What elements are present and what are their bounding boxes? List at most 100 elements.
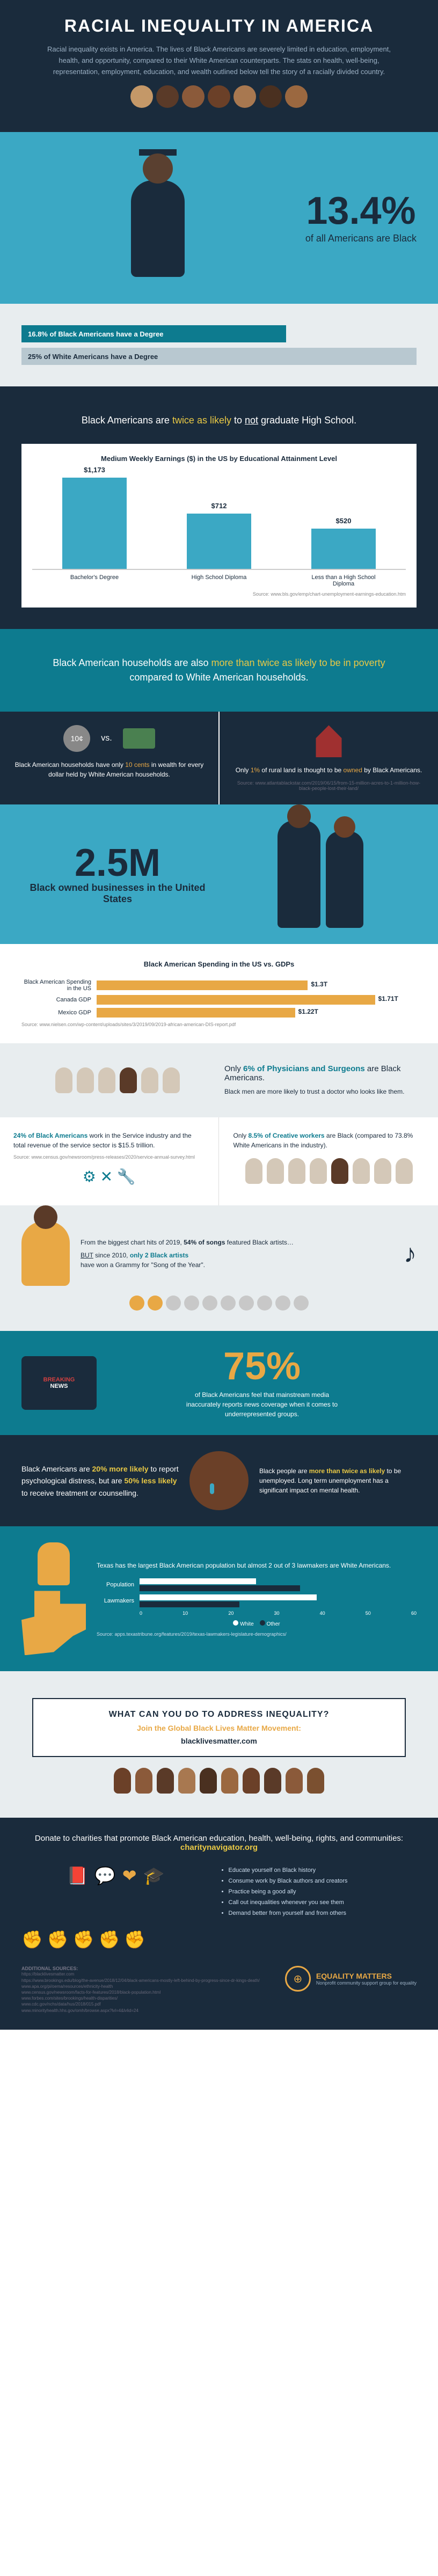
texas-row: Lawmakers [97, 1594, 417, 1607]
brand-tagline: Nonprofit community support group for eq… [316, 1980, 417, 1986]
barn-icon [308, 725, 351, 757]
spending-source: Source: www.nielsen.com/wp-content/uploa… [21, 1022, 417, 1027]
service-icons: ⚙ ✕ 🔧 [13, 1168, 205, 1185]
spending-title: Black American Spending in the US vs. GD… [21, 960, 417, 968]
land-source: Source: www.atlantablackstar.com/2019/06… [233, 780, 425, 791]
page-title: RACIAL INEQUALITY IN AMERICA [21, 16, 417, 36]
media-section: BREAKINGNEWS 75% of Black Americans feel… [0, 1331, 438, 1435]
earnings-source: Source: www.bls.gov/emp/chart-unemployme… [32, 591, 406, 597]
degree-section: 16.8% of Black Americans have a Degree 2… [0, 304, 438, 386]
unemp-text: Black people are more than twice as like… [259, 1466, 417, 1495]
doctors-sub: Black men are more likely to trust a doc… [224, 1087, 417, 1096]
donate-bullet: Demand better from yourself and from oth… [229, 1908, 417, 1919]
dollar-icon [123, 728, 155, 749]
header-section: RACIAL INEQUALITY IN AMERICA Racial ineq… [0, 0, 438, 132]
brand-name: EQUALITY MATTERS [316, 1972, 417, 1980]
music-line2: BUT since 2010, only 2 Black artists hav… [81, 1250, 393, 1270]
texas-text: Texas has the largest Black American pop… [97, 1561, 417, 1570]
biz-sub: Black owned businesses in the United Sta… [21, 882, 214, 905]
creative-icons [233, 1158, 425, 1184]
music-line1: From the biggest chart hits of 2019, 54%… [81, 1238, 393, 1247]
service-source: Source: www.census.gov/newsroom/press-re… [13, 1154, 205, 1160]
texas-chart: Population Lawmakers [97, 1578, 417, 1607]
spending-section: Black American Spending in the US vs. GD… [0, 944, 438, 1043]
poverty-section: Black American households are also more … [0, 629, 438, 712]
doctors-text: Only 6% of Physicians and Surgeons are B… [224, 1064, 417, 1082]
donate-bullet: Consume work by Black authors and creato… [229, 1876, 417, 1887]
sources-list: https://blacklivesmatter.com https://www… [21, 1971, 274, 2013]
coin-icon: 10¢ [63, 725, 90, 752]
sources-label: ADDITIONAL SOURCES: [21, 1966, 274, 1971]
earnings-chart: Medium Weekly Earnings ($) in the US by … [21, 444, 417, 608]
donate-icons: 📕💬❤🎓 [21, 1865, 210, 1886]
texas-legend: White Other [97, 1620, 417, 1627]
cta-title: WHAT CAN YOU DO TO ADDRESS INEQUALITY? [44, 1710, 394, 1719]
graduate-icon [120, 148, 195, 288]
biz-section: 2.5M Black owned businesses in the Unite… [0, 804, 438, 944]
footer-logo: ⊕ EQUALITY MATTERS Nonprofit community s… [285, 1966, 417, 1992]
donate-bullets: Educate yourself on Black historyConsume… [221, 1865, 417, 1919]
earnings-bar: $520 [311, 529, 376, 569]
service-creative-row: 24% of Black Americans work in the Servi… [0, 1117, 438, 1205]
population-section: 13.4% of all Americans are Black [0, 132, 438, 304]
media-stat: 75% [107, 1347, 417, 1386]
pop-sub: of all Americans are Black [305, 233, 417, 244]
cta-box: WHAT CAN YOU DO TO ADDRESS INEQUALITY? J… [32, 1698, 406, 1757]
mental-text: Black Americans are 20% more likely to r… [21, 1463, 179, 1499]
doctors-section: Only 6% of Physicians and Surgeons are B… [0, 1043, 438, 1117]
music-section: From the biggest chart hits of 2019, 54%… [0, 1205, 438, 1331]
biz-stat: 2.5M [21, 844, 214, 882]
cta-section: WHAT CAN YOU DO TO ADDRESS INEQUALITY? J… [0, 1671, 438, 1818]
highschool-section: Black Americans are twice as likely to n… [0, 386, 438, 629]
wealth-land-row: 10¢ vs. Black American households have o… [0, 712, 438, 804]
spending-row: Canada GDP$1.71T [21, 995, 417, 1005]
service-text: 24% of Black Americans work in the Servi… [13, 1131, 205, 1150]
degree-bar-white: 25% of White Americans have a Degree [21, 348, 417, 365]
pop-stat: 13.4% [305, 192, 417, 230]
wealth-text: Black American households have only 10 c… [13, 760, 205, 779]
spending-row: Black American Spending in the US$1.3T [21, 979, 417, 992]
fists-row: ✊✊✊✊✊ [21, 1929, 417, 1950]
donate-bullet: Educate yourself on Black history [229, 1865, 417, 1876]
vs-text: vs. [101, 734, 112, 743]
earnings-title: Medium Weekly Earnings ($) in the US by … [32, 455, 406, 463]
note-icon: ♪ [404, 1239, 417, 1269]
texas-row: Population [97, 1578, 417, 1591]
degree-bar-black: 16.8% of Black Americans have a Degree [21, 325, 286, 342]
poverty-text: Black American households are also more … [21, 645, 417, 696]
tv-icon: BREAKINGNEWS [21, 1356, 97, 1410]
donate-section: Donate to charities that promote Black A… [0, 1818, 438, 2029]
spending-row: Mexico GDP$1.22T [21, 1008, 417, 1018]
cowboy-icon [38, 1542, 70, 1585]
singer-icon [21, 1221, 70, 1286]
intro-text: Racial inequality exists in America. The… [36, 44, 402, 77]
service-col: 24% of Black Americans work in the Servi… [0, 1117, 219, 1205]
texas-icon [21, 1591, 86, 1655]
highschool-text: Black Americans are twice as likely to n… [21, 402, 417, 438]
creative-text: Only 8.5% of Creative workers are Black … [233, 1131, 425, 1150]
discs-row [21, 1294, 417, 1315]
media-text: of Black Americans feel that mainstream … [181, 1390, 342, 1419]
cta-people [21, 1768, 417, 1794]
donate-bullet: Practice being a good ally [229, 1887, 417, 1898]
wealth-col: 10¢ vs. Black American households have o… [0, 712, 218, 804]
land-text: Only 1% of rural land is thought to be o… [233, 765, 425, 775]
texas-section: Texas has the largest Black American pop… [0, 1526, 438, 1671]
cta-sub: Join the Global Black Lives Matter Movem… [44, 1724, 394, 1732]
mental-section: Black Americans are 20% more likely to r… [0, 1435, 438, 1526]
faces-row [21, 85, 417, 108]
land-col: Only 1% of rural land is thought to be o… [220, 712, 438, 804]
business-people-icon [224, 821, 417, 928]
earnings-cat: Less than a High School Diploma [311, 574, 376, 587]
earnings-bar: $1,173 [62, 478, 127, 569]
earnings-bar: $712 [187, 514, 251, 569]
cta-link[interactable]: blacklivesmatter.com [44, 1737, 394, 1745]
texas-source: Source: apps.texastribune.org/features/2… [97, 1631, 417, 1637]
creative-col: Only 8.5% of Creative workers are Black … [220, 1117, 438, 1205]
donate-text: Donate to charities that promote Black A… [21, 1834, 417, 1852]
earnings-cat: Bachelor's Degree [62, 574, 127, 587]
earnings-cat: High School Diploma [187, 574, 251, 587]
globe-icon: ⊕ [285, 1966, 311, 1992]
donate-bullet: Call out inequalities whenever you see t… [229, 1898, 417, 1908]
doctors-icons [21, 1067, 214, 1093]
